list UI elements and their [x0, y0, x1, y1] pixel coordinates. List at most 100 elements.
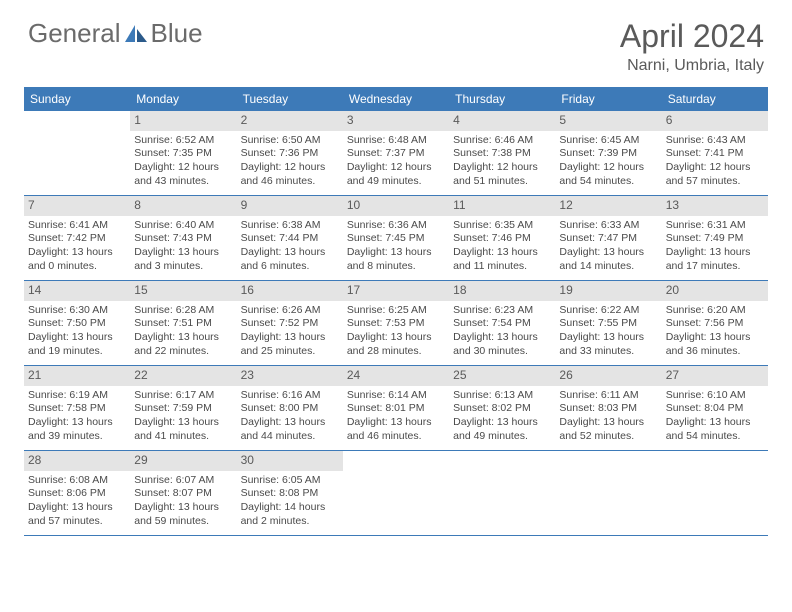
daylight-line: Daylight: 13 hours and 30 minutes.	[453, 331, 551, 358]
sunrise-line: Sunrise: 6:48 AM	[347, 134, 445, 148]
sunset-line: Sunset: 8:01 PM	[347, 402, 445, 416]
day-cell: 15Sunrise: 6:28 AMSunset: 7:51 PMDayligh…	[130, 281, 236, 365]
weekday-header-cell: Wednesday	[343, 87, 449, 111]
daylight-line: Daylight: 13 hours and 0 minutes.	[28, 246, 126, 273]
sunrise-line: Sunrise: 6:22 AM	[559, 304, 657, 318]
daylight-line: Daylight: 13 hours and 46 minutes.	[347, 416, 445, 443]
day-number: 5	[555, 111, 661, 131]
sunset-line: Sunset: 7:46 PM	[453, 232, 551, 246]
daylight-line: Daylight: 13 hours and 22 minutes.	[134, 331, 232, 358]
daylight-line: Daylight: 13 hours and 8 minutes.	[347, 246, 445, 273]
day-number: 12	[555, 196, 661, 216]
daylight-line: Daylight: 13 hours and 41 minutes.	[134, 416, 232, 443]
day-number: 20	[662, 281, 768, 301]
logo-text-2: Blue	[151, 18, 203, 49]
day-cell: 25Sunrise: 6:13 AMSunset: 8:02 PMDayligh…	[449, 366, 555, 450]
day-cell: 4Sunrise: 6:46 AMSunset: 7:38 PMDaylight…	[449, 111, 555, 195]
day-number: 11	[449, 196, 555, 216]
daylight-line: Daylight: 12 hours and 57 minutes.	[666, 161, 764, 188]
sunrise-line: Sunrise: 6:10 AM	[666, 389, 764, 403]
day-cell: 1Sunrise: 6:52 AMSunset: 7:35 PMDaylight…	[130, 111, 236, 195]
day-cell: 16Sunrise: 6:26 AMSunset: 7:52 PMDayligh…	[237, 281, 343, 365]
sunrise-line: Sunrise: 6:26 AM	[241, 304, 339, 318]
daylight-line: Daylight: 12 hours and 43 minutes.	[134, 161, 232, 188]
day-cell: 10Sunrise: 6:36 AMSunset: 7:45 PMDayligh…	[343, 196, 449, 280]
calendar-week: 1Sunrise: 6:52 AMSunset: 7:35 PMDaylight…	[24, 111, 768, 196]
sunrise-line: Sunrise: 6:35 AM	[453, 219, 551, 233]
day-cell: 20Sunrise: 6:20 AMSunset: 7:56 PMDayligh…	[662, 281, 768, 365]
sunset-line: Sunset: 7:56 PM	[666, 317, 764, 331]
sunset-line: Sunset: 7:52 PM	[241, 317, 339, 331]
day-cell: 11Sunrise: 6:35 AMSunset: 7:46 PMDayligh…	[449, 196, 555, 280]
sunrise-line: Sunrise: 6:25 AM	[347, 304, 445, 318]
day-number: 1	[130, 111, 236, 131]
sunset-line: Sunset: 7:42 PM	[28, 232, 126, 246]
sunrise-line: Sunrise: 6:41 AM	[28, 219, 126, 233]
daylight-line: Daylight: 13 hours and 59 minutes.	[134, 501, 232, 528]
sunrise-line: Sunrise: 6:14 AM	[347, 389, 445, 403]
sunrise-line: Sunrise: 6:31 AM	[666, 219, 764, 233]
weekday-header-cell: Saturday	[662, 87, 768, 111]
day-number: 26	[555, 366, 661, 386]
daylight-line: Daylight: 12 hours and 46 minutes.	[241, 161, 339, 188]
sunset-line: Sunset: 8:07 PM	[134, 487, 232, 501]
day-number: 23	[237, 366, 343, 386]
calendar-week: 14Sunrise: 6:30 AMSunset: 7:50 PMDayligh…	[24, 281, 768, 366]
day-number: 18	[449, 281, 555, 301]
location-text: Narni, Umbria, Italy	[620, 57, 764, 75]
sunset-line: Sunset: 7:47 PM	[559, 232, 657, 246]
day-cell: 19Sunrise: 6:22 AMSunset: 7:55 PMDayligh…	[555, 281, 661, 365]
day-cell: 6Sunrise: 6:43 AMSunset: 7:41 PMDaylight…	[662, 111, 768, 195]
day-cell: 22Sunrise: 6:17 AMSunset: 7:59 PMDayligh…	[130, 366, 236, 450]
day-cell: 23Sunrise: 6:16 AMSunset: 8:00 PMDayligh…	[237, 366, 343, 450]
day-number: 7	[24, 196, 130, 216]
day-number: 22	[130, 366, 236, 386]
day-cell: 12Sunrise: 6:33 AMSunset: 7:47 PMDayligh…	[555, 196, 661, 280]
daylight-line: Daylight: 13 hours and 39 minutes.	[28, 416, 126, 443]
day-cell	[555, 451, 661, 535]
sunrise-line: Sunrise: 6:38 AM	[241, 219, 339, 233]
day-number: 4	[449, 111, 555, 131]
sunset-line: Sunset: 7:51 PM	[134, 317, 232, 331]
day-number: 24	[343, 366, 449, 386]
day-cell: 9Sunrise: 6:38 AMSunset: 7:44 PMDaylight…	[237, 196, 343, 280]
daylight-line: Daylight: 13 hours and 49 minutes.	[453, 416, 551, 443]
sunrise-line: Sunrise: 6:43 AM	[666, 134, 764, 148]
day-cell: 18Sunrise: 6:23 AMSunset: 7:54 PMDayligh…	[449, 281, 555, 365]
day-number: 29	[130, 451, 236, 471]
sunset-line: Sunset: 7:58 PM	[28, 402, 126, 416]
daylight-line: Daylight: 13 hours and 36 minutes.	[666, 331, 764, 358]
day-number: 2	[237, 111, 343, 131]
weekday-header-cell: Tuesday	[237, 87, 343, 111]
day-cell: 28Sunrise: 6:08 AMSunset: 8:06 PMDayligh…	[24, 451, 130, 535]
sunrise-line: Sunrise: 6:33 AM	[559, 219, 657, 233]
day-number: 14	[24, 281, 130, 301]
day-cell: 26Sunrise: 6:11 AMSunset: 8:03 PMDayligh…	[555, 366, 661, 450]
daylight-line: Daylight: 12 hours and 49 minutes.	[347, 161, 445, 188]
sunrise-line: Sunrise: 6:40 AM	[134, 219, 232, 233]
day-cell: 8Sunrise: 6:40 AMSunset: 7:43 PMDaylight…	[130, 196, 236, 280]
sunrise-line: Sunrise: 6:17 AM	[134, 389, 232, 403]
day-cell: 14Sunrise: 6:30 AMSunset: 7:50 PMDayligh…	[24, 281, 130, 365]
sunset-line: Sunset: 7:55 PM	[559, 317, 657, 331]
day-number: 16	[237, 281, 343, 301]
sunset-line: Sunset: 8:06 PM	[28, 487, 126, 501]
sunset-line: Sunset: 7:36 PM	[241, 147, 339, 161]
day-number: 8	[130, 196, 236, 216]
day-number: 10	[343, 196, 449, 216]
calendar-week: 28Sunrise: 6:08 AMSunset: 8:06 PMDayligh…	[24, 451, 768, 536]
calendar: SundayMondayTuesdayWednesdayThursdayFrid…	[24, 87, 768, 536]
daylight-line: Daylight: 12 hours and 54 minutes.	[559, 161, 657, 188]
day-number: 27	[662, 366, 768, 386]
sunset-line: Sunset: 7:54 PM	[453, 317, 551, 331]
day-cell	[343, 451, 449, 535]
sunset-line: Sunset: 7:43 PM	[134, 232, 232, 246]
sunset-line: Sunset: 8:03 PM	[559, 402, 657, 416]
sunset-line: Sunset: 7:45 PM	[347, 232, 445, 246]
day-number: 19	[555, 281, 661, 301]
daylight-line: Daylight: 13 hours and 44 minutes.	[241, 416, 339, 443]
sail-icon	[125, 25, 147, 43]
day-number: 25	[449, 366, 555, 386]
day-number: 15	[130, 281, 236, 301]
daylight-line: Daylight: 13 hours and 19 minutes.	[28, 331, 126, 358]
